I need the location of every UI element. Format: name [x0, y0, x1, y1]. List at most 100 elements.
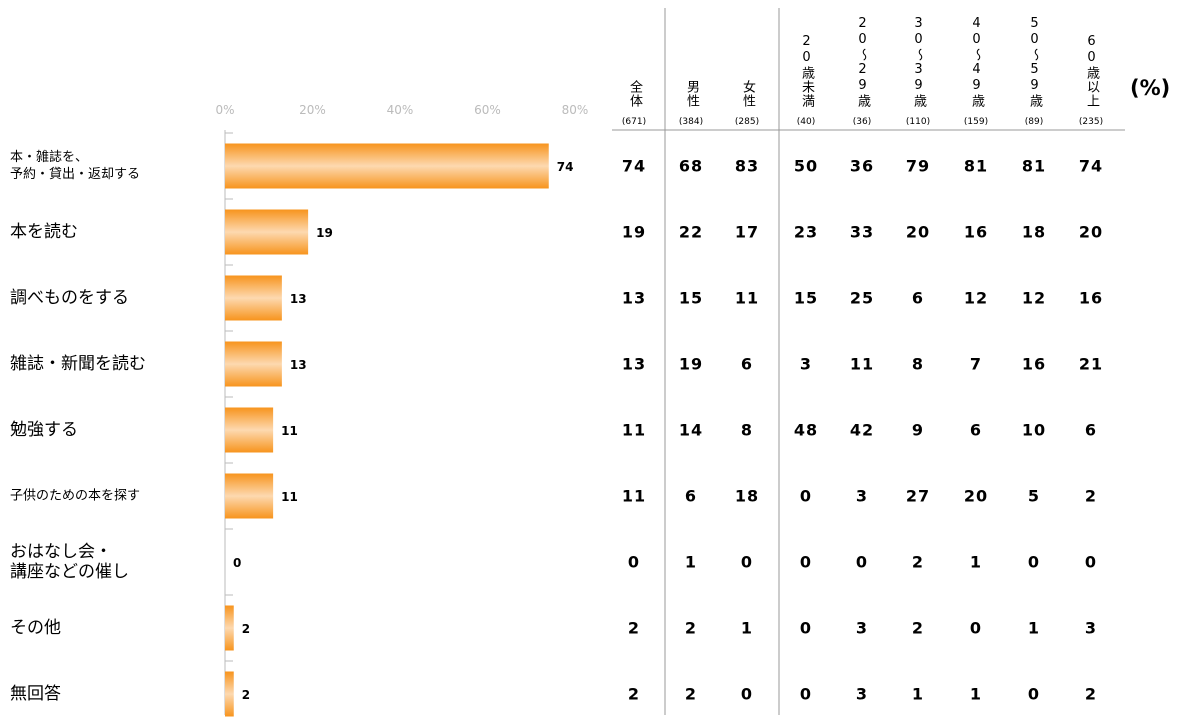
category-label: 無回答	[10, 684, 61, 704]
column-n: (235)	[1078, 117, 1104, 127]
x-tick-label: 60%	[474, 103, 501, 117]
column-header: 男性	[684, 80, 699, 108]
table-cell: 12	[963, 288, 989, 308]
table-cell: 2	[627, 618, 641, 638]
bar	[225, 605, 234, 651]
table-cell: 18	[1021, 222, 1047, 242]
table-cell: 6	[740, 354, 754, 374]
table-cell: 5	[1027, 486, 1041, 506]
table-cell: 19	[678, 354, 704, 374]
column-header: 50～59歳	[1027, 16, 1042, 108]
value-label: 2	[242, 688, 250, 702]
x-tick-label: 20%	[299, 103, 326, 117]
table-cell: 3	[855, 486, 869, 506]
value-label: 13	[290, 358, 307, 372]
table-cell: 81	[963, 156, 989, 176]
value-label: 11	[281, 490, 298, 504]
table-cell: 16	[963, 222, 989, 242]
table-cell: 6	[911, 288, 925, 308]
table-cell: 0	[799, 684, 813, 704]
table-cell: 15	[678, 288, 704, 308]
table-cell: 33	[849, 222, 875, 242]
column-header: 20～29歳	[855, 16, 870, 108]
table-cell: 0	[799, 486, 813, 506]
category-label: 本・雑誌を、 予約・貸出・返却する	[10, 150, 141, 182]
table-cell: 3	[855, 618, 869, 638]
table-cell: 2	[911, 552, 925, 572]
value-label: 74	[557, 160, 574, 174]
column-header: 20歳未満	[799, 34, 814, 108]
table-cell: 12	[1021, 288, 1047, 308]
table-cell: 18	[734, 486, 760, 506]
table-cell: 68	[678, 156, 704, 176]
table-cell: 6	[684, 486, 698, 506]
unit: (%)	[1130, 76, 1171, 100]
table-cell: 3	[1084, 618, 1098, 638]
table-cell: 3	[855, 684, 869, 704]
table-cell: 0	[627, 552, 641, 572]
table-cell: 21	[1078, 354, 1104, 374]
column-n: (671)	[621, 117, 647, 127]
bar	[225, 407, 274, 453]
table-cell: 11	[849, 354, 875, 374]
table-cell: 1	[969, 684, 983, 704]
table-cell: 19	[621, 222, 647, 242]
table-cell: 20	[905, 222, 931, 242]
table-cell: 0	[1027, 684, 1041, 704]
value-label: 13	[290, 292, 307, 306]
bar	[225, 275, 282, 321]
column-n: (36)	[852, 117, 872, 127]
table-cell: 42	[849, 420, 875, 440]
table-cell: 6	[1084, 420, 1098, 440]
table-cell: 20	[963, 486, 989, 506]
table-cell: 50	[793, 156, 819, 176]
table-cell: 1	[911, 684, 925, 704]
table-cell: 27	[905, 486, 931, 506]
table-cell: 3	[799, 354, 813, 374]
table-cell: 13	[621, 288, 647, 308]
table-cell: 74	[1078, 156, 1104, 176]
table-cell: 0	[855, 552, 869, 572]
bar	[225, 341, 282, 387]
table-cell: 1	[740, 618, 754, 638]
table-cell: 83	[734, 156, 760, 176]
column-n: (110)	[905, 117, 931, 127]
column-n: (285)	[734, 117, 760, 127]
category-label: おはなし会・ 講座などの催し	[10, 542, 129, 582]
table-cell: 0	[740, 684, 754, 704]
column-n: (159)	[963, 117, 989, 127]
table-cell: 13	[621, 354, 647, 374]
table-cell: 81	[1021, 156, 1047, 176]
bar	[225, 671, 234, 717]
value-label: 0	[233, 556, 241, 570]
table-cell: 2	[627, 684, 641, 704]
table-cell: 0	[799, 552, 813, 572]
table-cell: 9	[911, 420, 925, 440]
table-cell: 6	[969, 420, 983, 440]
table-cell: 0	[1084, 552, 1098, 572]
table-cell: 1	[1027, 618, 1041, 638]
table-cell: 0	[740, 552, 754, 572]
table-cell: 2	[1084, 486, 1098, 506]
category-label: 雑誌・新聞を読む	[10, 354, 146, 374]
category-label: その他	[10, 618, 61, 638]
column-header: 40～49歳	[969, 16, 984, 108]
column-n: (40)	[796, 117, 816, 127]
table-cell: 11	[621, 420, 647, 440]
table-cell: 16	[1021, 354, 1047, 374]
table-cell: 15	[793, 288, 819, 308]
table-cell: 10	[1021, 420, 1047, 440]
bar	[225, 209, 309, 255]
column-header: 60歳以上	[1084, 34, 1099, 108]
table-cell: 0	[969, 618, 983, 638]
bar	[225, 143, 549, 189]
column-header: 女性	[740, 80, 755, 108]
table-cell: 17	[734, 222, 760, 242]
value-label: 11	[281, 424, 298, 438]
category-label: 本を読む	[10, 222, 78, 242]
table-cell: 2	[684, 684, 698, 704]
bar	[225, 473, 274, 519]
column-n: (384)	[678, 117, 704, 127]
table-cell: 8	[740, 420, 754, 440]
